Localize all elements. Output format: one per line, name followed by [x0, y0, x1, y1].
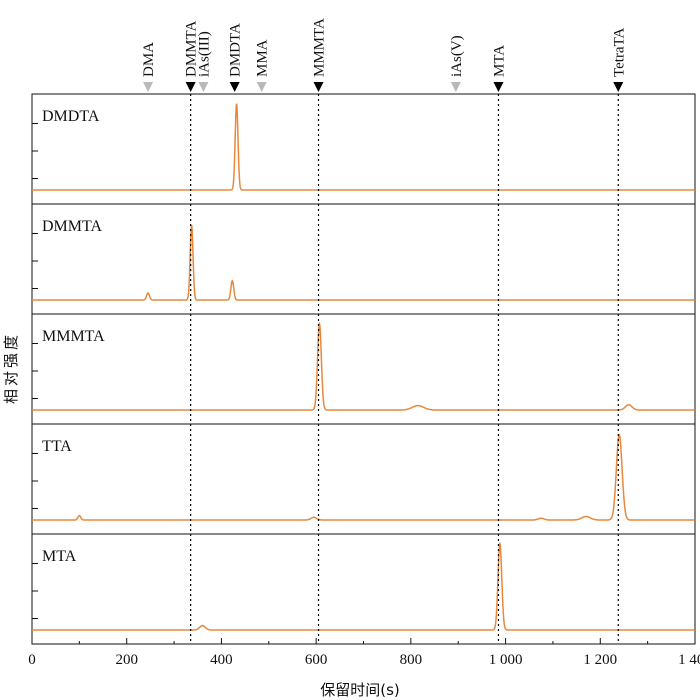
- reference-lines: [190, 94, 619, 644]
- panel-label: DMDTA: [42, 108, 100, 125]
- panel-label: MMMTA: [42, 328, 105, 345]
- panel-label: MTA: [42, 548, 77, 565]
- marker-triangle: [613, 82, 624, 92]
- x-tick-label: 400: [210, 652, 233, 668]
- marker-label: DMA: [141, 42, 157, 77]
- x-tick-label: 800: [400, 652, 423, 668]
- panel-label: DMMTA: [42, 218, 103, 235]
- marker-iasv: iAs(V): [449, 35, 465, 92]
- marker-mta: MTA: [491, 45, 507, 92]
- marker-triangle: [185, 82, 196, 92]
- marker-triangle: [450, 82, 461, 92]
- panel-frame: [31, 313, 696, 425]
- marker-mmmta: MMMTA: [312, 18, 328, 92]
- series-line-mmmta: [32, 321, 695, 411]
- x-tick-label: 0: [28, 652, 36, 668]
- marker-label: TetraTA: [611, 27, 627, 77]
- y-axis-title: 相对强度: [2, 332, 20, 404]
- panel-dmdta: DMDTA: [31, 93, 696, 205]
- x-axis: 0 200 400 600 800 1 000 1 200 1 400: [28, 638, 700, 668]
- marker-triangle: [313, 82, 324, 92]
- marker-tetrata: TetraTA: [611, 27, 627, 92]
- series-line-tta: [32, 433, 695, 521]
- marker-triangle: [229, 82, 240, 92]
- panel-tta: TTA: [31, 423, 696, 535]
- x-tick-label: 1 400: [678, 652, 700, 668]
- marker-dma: DMA: [141, 42, 157, 92]
- marker-triangle: [198, 82, 209, 92]
- x-tick-label: 1 000: [489, 652, 523, 668]
- marker-dmdta: DMDTA: [228, 23, 244, 92]
- marker-mma: MMA: [255, 39, 271, 92]
- x-tick-label: 600: [305, 652, 328, 668]
- panel-frame: [31, 93, 696, 205]
- panels-layer: DMDTA DMMTA MMMTA TTA MTA: [31, 93, 696, 645]
- x-tick-label: 200: [115, 652, 138, 668]
- panel-frame: [31, 423, 696, 535]
- marker-dmmta: DMMTA: [184, 21, 200, 92]
- series-line-dmmta: [32, 225, 695, 301]
- x-axis-title: 保留时间(s): [320, 681, 400, 699]
- marker-label: MMA: [255, 39, 271, 77]
- panel-frame: [31, 533, 696, 645]
- marker-label: DMDTA: [228, 23, 244, 77]
- marker-triangle: [143, 82, 154, 92]
- marker-triangle: [493, 82, 504, 92]
- panel-frame: [31, 203, 696, 315]
- marker-label: MTA: [491, 45, 507, 77]
- marker-label: iAs(V): [449, 35, 465, 77]
- marker-label: DMMTA: [184, 21, 200, 77]
- marker-iasiii: iAs(III): [196, 31, 212, 92]
- series-line-dmdta: [32, 103, 695, 191]
- series-line-mta: [32, 541, 695, 631]
- panel-mta: MTA: [31, 533, 696, 645]
- panel-mmmta: MMMTA: [31, 313, 696, 425]
- panel-label: TTA: [42, 438, 72, 455]
- marker-triangle: [256, 82, 267, 92]
- marker-label: MMMTA: [312, 18, 328, 77]
- x-tick-label: 1 200: [583, 652, 617, 668]
- panel-dmmta: DMMTA: [31, 203, 696, 315]
- marker-label: iAs(III): [196, 31, 212, 77]
